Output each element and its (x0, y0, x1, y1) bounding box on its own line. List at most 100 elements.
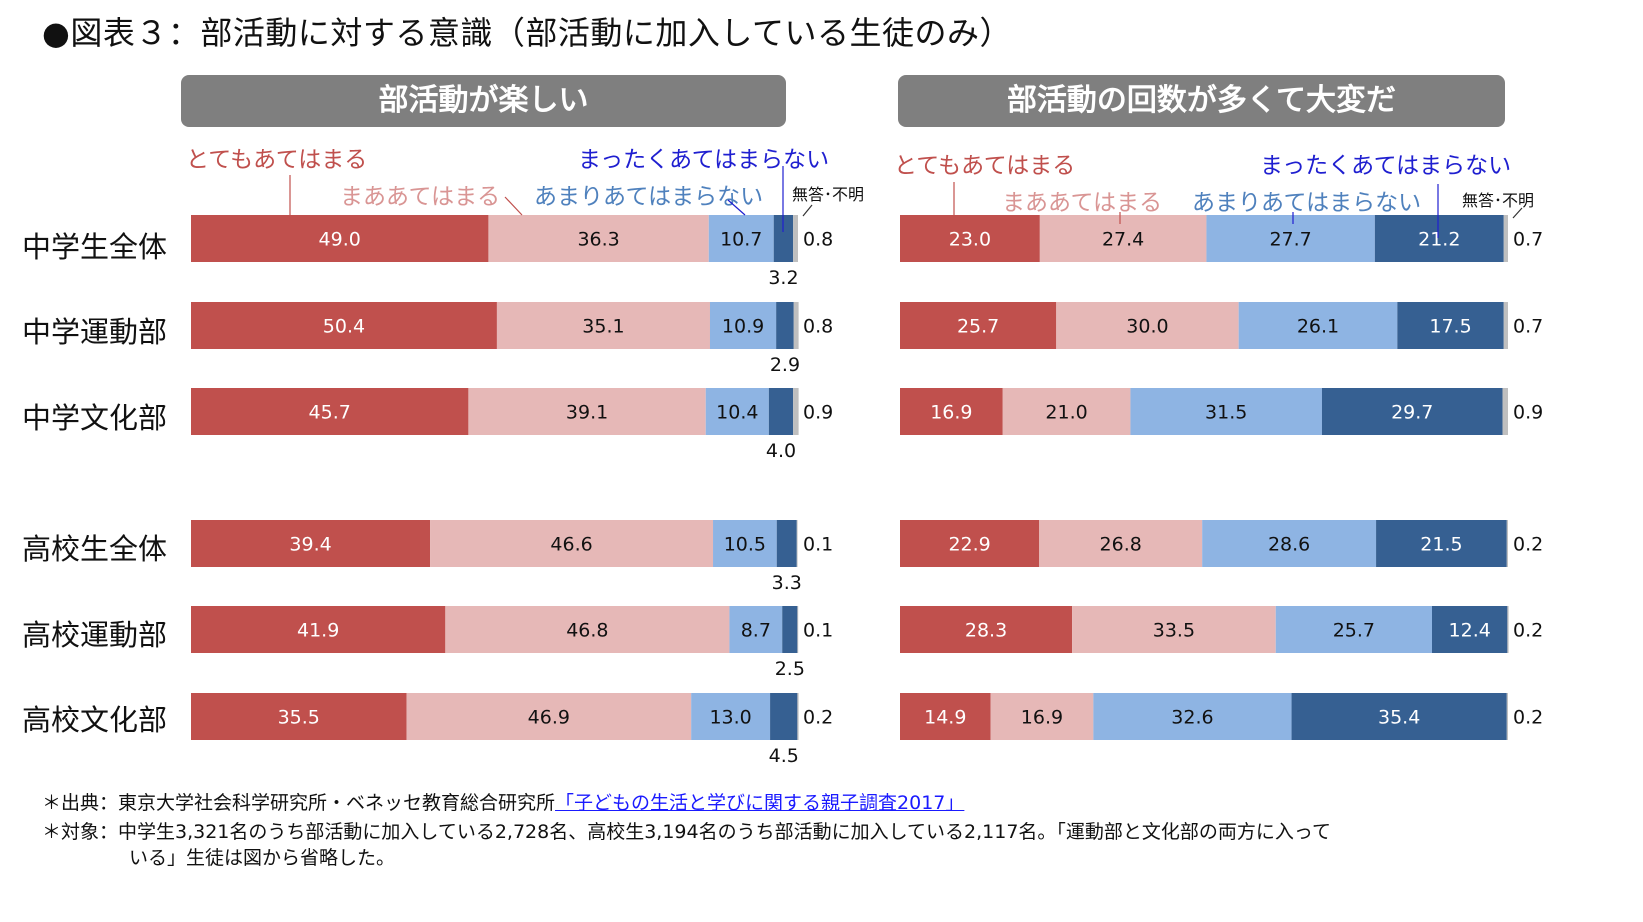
legend-totemo: とてもあてはまる (186, 147, 368, 173)
data-label: 45.7 (309, 402, 351, 424)
legend-mattaku: まったくあてはまらない (1260, 153, 1512, 179)
data-label: 21.5 (1420, 534, 1462, 556)
segment-totemo (191, 693, 407, 740)
data-label-na: 0.2 (1513, 707, 1543, 729)
segment-na (797, 606, 799, 653)
data-label: 35.1 (582, 316, 624, 338)
segment-mattaku (776, 302, 794, 349)
data-label: 27.7 (1269, 229, 1311, 251)
data-label: 29.7 (1391, 402, 1433, 424)
segment-amari (713, 520, 777, 567)
segment-amari (709, 302, 777, 349)
bar-row: 14.9 16.9 32.6 35.4 0.2 (900, 693, 1543, 740)
segment-totemo (900, 606, 1073, 653)
data-label: 2.9 (770, 354, 800, 376)
legend-na: 無答･不明 (1462, 191, 1535, 210)
segment-totemo (191, 606, 446, 653)
data-label: 39.4 (289, 534, 331, 556)
leader-line (1512, 207, 1523, 219)
segment-na (1503, 302, 1508, 349)
data-label-na: 0.8 (803, 229, 833, 251)
segment-maa (488, 215, 709, 262)
segment-na (1507, 606, 1509, 653)
data-label: 21.0 (1045, 402, 1087, 424)
data-label-na: 0.9 (1513, 402, 1543, 424)
leader-line (727, 199, 746, 216)
data-label: 12.4 (1449, 620, 1491, 642)
segment-na (797, 693, 799, 740)
segment-na (793, 302, 799, 349)
segment-na (793, 215, 798, 262)
footer-target-line1: ＊対象：中学生3,321名のうち部活動に加入している2,728名、高校生3,19… (42, 821, 1331, 843)
bar-row: 22.9 26.8 28.6 21.5 0.2 (900, 520, 1543, 567)
data-label: 4.0 (766, 440, 796, 462)
row-label: 高校文化部 (22, 703, 168, 737)
data-label: 39.1 (566, 402, 608, 424)
data-label: 25.7 (957, 316, 999, 338)
data-label-na: 0.1 (803, 620, 833, 642)
segment-maa (1072, 606, 1276, 653)
panel-header-too-frequent: 部活動の回数が多くて大変だ (898, 75, 1505, 127)
row-label: 中学生全体 (22, 230, 168, 264)
segment-totemo (191, 520, 431, 567)
data-label: 2.5 (775, 658, 805, 680)
legend-na: 無答･不明 (792, 185, 865, 204)
segment-totemo (191, 388, 469, 435)
segment-amari (729, 606, 783, 653)
segment-totemo (191, 215, 489, 262)
bar-row: 41.9 46.8 8.72.5 0.1 (191, 606, 833, 680)
data-label: 3.3 (772, 572, 802, 594)
bar-row: 50.4 35.1 10.9 2.90.8 (191, 302, 833, 376)
data-label: 22.9 (948, 534, 990, 556)
segment-maa (496, 302, 710, 349)
data-label: 3.2 (768, 267, 798, 289)
segment-totemo (191, 302, 497, 349)
data-label-na: 0.8 (803, 316, 833, 338)
data-label: 30.0 (1126, 316, 1168, 338)
segment-na (1506, 693, 1508, 740)
data-label: 21.2 (1418, 229, 1460, 251)
segment-mattaku (768, 388, 794, 435)
panel-header-enjoyable: 部活動が楽しい (181, 75, 786, 127)
segment-mattaku (773, 215, 794, 262)
segment-mattaku (1291, 693, 1507, 740)
source-prefix: ＊出典：東京大学社会科学研究所・ベネッセ教育総合研究所 (42, 792, 556, 814)
data-label: 36.3 (577, 229, 619, 251)
data-label: 50.4 (323, 316, 365, 338)
segment-maa (468, 388, 706, 435)
bar-row: 35.5 46.9 13.0 4.50.2 (191, 693, 833, 767)
data-label: 26.1 (1297, 316, 1339, 338)
data-label: 4.5 (769, 745, 799, 767)
data-label: 35.5 (278, 707, 320, 729)
leader-line (504, 196, 523, 216)
segment-mattaku (776, 520, 797, 567)
data-label: 31.5 (1205, 402, 1247, 424)
legend-totemo: とてもあてはまる (894, 153, 1076, 179)
segment-maa (1002, 388, 1131, 435)
legend-mattaku: まったくあてはまらない (578, 147, 830, 173)
data-label: 46.6 (550, 534, 592, 556)
source-link[interactable]: 「子どもの生活と学びに関する親子調査2017」 (555, 792, 965, 814)
segment-amari (705, 388, 769, 435)
segment-mattaku (1321, 388, 1503, 435)
data-label: 8.7 (741, 620, 771, 642)
data-label: 46.9 (528, 707, 570, 729)
data-label: 16.9 (930, 402, 972, 424)
bar-row: 25.7 30.0 26.1 17.5 0.7 (900, 302, 1543, 349)
data-label-na: 0.1 (803, 534, 833, 556)
segment-mattaku (1376, 520, 1507, 567)
segment-mattaku (782, 606, 798, 653)
data-label: 32.6 (1171, 707, 1213, 729)
leader-line (802, 204, 813, 217)
segment-totemo (900, 215, 1040, 262)
data-label: 28.6 (1268, 534, 1310, 556)
bar-row: 23.0 27.4 27.7 21.2 0.7 (900, 215, 1543, 262)
data-label: 23.0 (949, 229, 991, 251)
row-label: 中学運動部 (22, 315, 168, 349)
figure-title: ●図表３：部活動に対する意識（部活動に加入している生徒のみ） (42, 14, 1012, 52)
segment-totemo (900, 693, 991, 740)
segment-maa (1039, 215, 1207, 262)
data-label: 28.3 (965, 620, 1007, 642)
data-label-na: 0.2 (1513, 620, 1543, 642)
